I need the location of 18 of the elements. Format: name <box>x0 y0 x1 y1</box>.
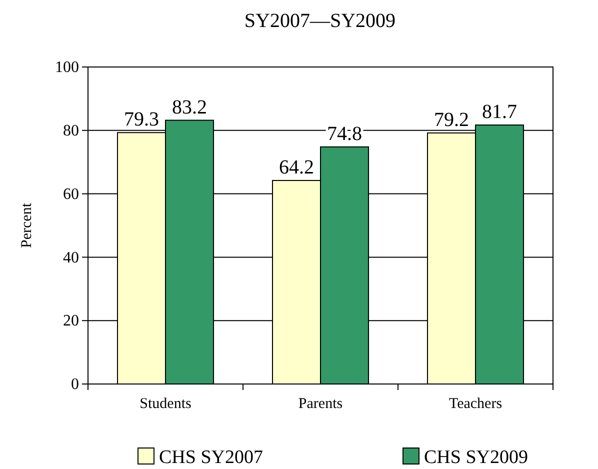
y-tick-label: 60 <box>63 186 79 203</box>
data-label: 81.7 <box>482 101 517 124</box>
data-label: 64.2 <box>279 156 314 178</box>
legend-label: CHS SY2009 <box>424 447 528 468</box>
legend-label: CHS SY2007 <box>159 447 263 468</box>
data-label: 79.3 <box>124 108 159 131</box>
chart-title: SY2007—SY2009 <box>244 10 396 32</box>
y-tick-label: 100 <box>55 59 79 76</box>
x-tick-label: Teachers <box>448 396 502 412</box>
data-label: 83.2 <box>172 96 207 118</box>
y-axis-title: Percent <box>19 202 35 248</box>
y-tick-label: 0 <box>71 376 79 394</box>
y-tick-label: 80 <box>63 122 79 140</box>
x-tick-label: Students <box>140 396 192 412</box>
y-tick-label: 20 <box>63 312 79 330</box>
y-tick-label: 40 <box>63 249 79 266</box>
data-label: 79.2 <box>434 108 469 131</box>
x-tick-label: Parents <box>298 396 343 412</box>
